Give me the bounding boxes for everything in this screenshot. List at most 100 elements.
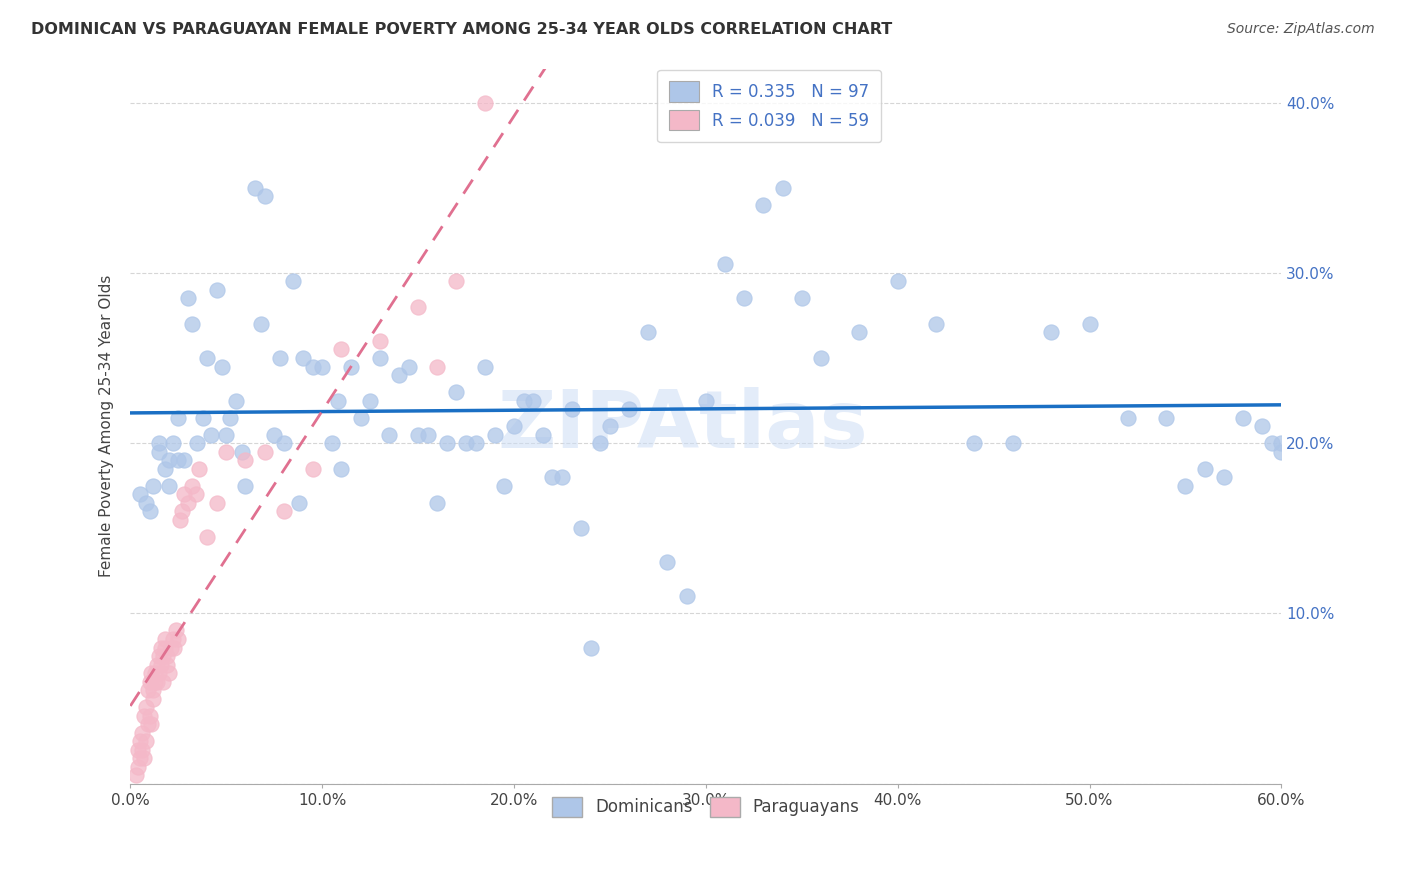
Point xyxy=(714,257,737,271)
Point xyxy=(848,326,870,340)
Point xyxy=(186,436,208,450)
Point xyxy=(426,496,449,510)
Point xyxy=(340,359,363,374)
Point xyxy=(211,359,233,374)
Point xyxy=(1078,317,1101,331)
Point xyxy=(436,436,458,450)
Point xyxy=(1116,410,1139,425)
Point xyxy=(1001,436,1024,450)
Point xyxy=(886,274,908,288)
Point xyxy=(215,444,238,458)
Point xyxy=(167,453,190,467)
Point xyxy=(135,734,157,748)
Point xyxy=(589,436,612,450)
Point xyxy=(269,351,291,365)
Point xyxy=(326,393,349,408)
Point xyxy=(146,657,169,672)
Point xyxy=(143,674,166,689)
Point xyxy=(157,453,180,467)
Point xyxy=(152,648,174,663)
Point xyxy=(135,700,157,714)
Point xyxy=(637,326,659,340)
Point xyxy=(790,292,813,306)
Point xyxy=(141,666,163,681)
Point xyxy=(330,461,353,475)
Point xyxy=(675,590,697,604)
Point xyxy=(388,368,411,382)
Point xyxy=(150,640,173,655)
Point xyxy=(142,683,165,698)
Point xyxy=(1232,410,1254,425)
Point xyxy=(446,274,468,288)
Text: Source: ZipAtlas.com: Source: ZipAtlas.com xyxy=(1227,22,1375,37)
Point xyxy=(148,436,170,450)
Point xyxy=(177,292,200,306)
Point xyxy=(464,436,486,450)
Point xyxy=(1194,461,1216,475)
Point xyxy=(159,640,181,655)
Point xyxy=(541,470,564,484)
Point xyxy=(426,359,449,374)
Point xyxy=(142,479,165,493)
Point xyxy=(135,496,157,510)
Point xyxy=(162,436,184,450)
Point xyxy=(503,419,526,434)
Point xyxy=(235,453,257,467)
Point xyxy=(330,343,353,357)
Point xyxy=(172,504,194,518)
Point xyxy=(136,683,159,698)
Point xyxy=(349,410,371,425)
Point xyxy=(474,95,496,110)
Point xyxy=(368,334,391,348)
Point xyxy=(579,640,602,655)
Point xyxy=(157,666,180,681)
Point xyxy=(772,180,794,194)
Point xyxy=(153,640,176,655)
Point xyxy=(963,436,986,450)
Point xyxy=(162,632,184,646)
Point xyxy=(406,300,429,314)
Point xyxy=(180,317,202,331)
Point xyxy=(150,657,173,672)
Point xyxy=(398,359,420,374)
Point xyxy=(173,453,195,467)
Point xyxy=(1270,444,1292,458)
Point xyxy=(494,479,516,493)
Point xyxy=(173,487,195,501)
Point xyxy=(138,674,160,689)
Point xyxy=(125,768,148,782)
Point xyxy=(127,742,149,756)
Point xyxy=(165,624,187,638)
Point xyxy=(695,393,717,408)
Point xyxy=(1270,436,1292,450)
Point xyxy=(219,410,242,425)
Point xyxy=(522,393,544,408)
Point xyxy=(249,317,271,331)
Point xyxy=(129,751,152,765)
Point xyxy=(243,180,266,194)
Point xyxy=(184,487,207,501)
Point xyxy=(406,427,429,442)
Point xyxy=(180,479,202,493)
Point xyxy=(599,419,621,434)
Point xyxy=(446,385,468,400)
Point xyxy=(1174,479,1197,493)
Point xyxy=(205,496,228,510)
Point xyxy=(153,461,176,475)
Point xyxy=(127,760,149,774)
Point xyxy=(195,351,218,365)
Point xyxy=(273,436,295,450)
Point xyxy=(157,479,180,493)
Point xyxy=(368,351,391,365)
Point xyxy=(657,555,679,569)
Point xyxy=(156,648,179,663)
Point xyxy=(359,393,381,408)
Point xyxy=(146,674,169,689)
Point xyxy=(291,351,314,365)
Point xyxy=(215,427,238,442)
Point xyxy=(163,640,186,655)
Point xyxy=(253,189,276,203)
Point xyxy=(169,513,191,527)
Point xyxy=(205,283,228,297)
Point xyxy=(231,444,253,458)
